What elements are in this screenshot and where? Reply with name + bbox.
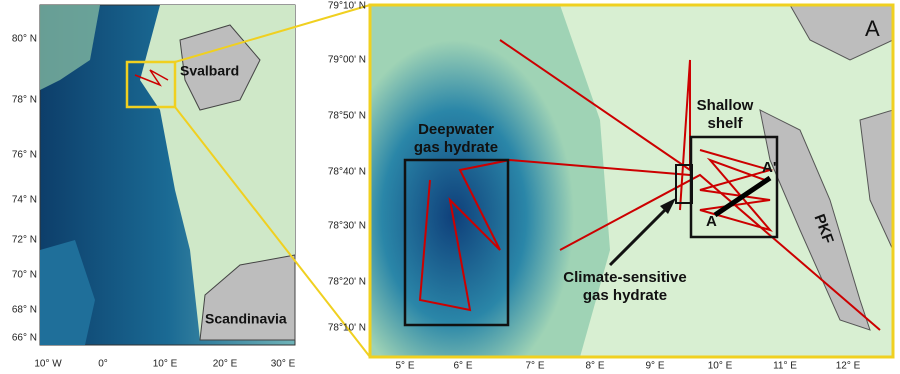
lat-label: 80° N [12, 34, 37, 45]
lat-label: 76° N [12, 150, 37, 161]
section-label: A [706, 213, 717, 230]
lon-label: 9° E [645, 361, 664, 372]
place-label: Svalbard [180, 63, 239, 79]
lat-label: 78°10' N [328, 323, 366, 334]
overview-map [39, 4, 296, 346]
annotation: Deepwater [418, 121, 494, 138]
lon-label: 10° E [153, 359, 178, 370]
lon-label: 10° E [708, 361, 733, 372]
lat-label: 78°20' N [328, 277, 366, 288]
lat-label: 78°30' N [328, 221, 366, 232]
lat-label: 79°10' N [328, 1, 366, 12]
detail-map [368, 3, 895, 359]
lon-label: 11° E [773, 361, 797, 372]
lat-label: 68° N [12, 305, 37, 316]
lat-label: 74° N [12, 195, 37, 206]
lat-label: 78°40' N [328, 167, 366, 178]
labels: 80° N 78° N 76° N 74° N 72° N 70° N 68° N 66° N… [12, 1, 880, 372]
section-label: A' [762, 159, 776, 176]
lon-label: 10° W [34, 359, 62, 370]
lon-label: 20° E [213, 359, 238, 370]
lat-label: 66° N [12, 333, 37, 344]
lon-label: 6° E [453, 361, 472, 372]
lon-label: 5° E [395, 361, 414, 372]
lat-label: 70° N [12, 270, 37, 281]
lon-label: 7° E [525, 361, 544, 372]
annotation: gas hydrate [414, 139, 498, 156]
lon-label: 0° [98, 359, 108, 370]
lon-label: 8° E [585, 361, 604, 372]
lat-label: 78° N [12, 95, 37, 106]
annotation: Shallow [697, 97, 754, 114]
panel-label: A [865, 16, 880, 41]
place-label: Scandinavia [205, 311, 287, 327]
annotation: gas hydrate [583, 287, 667, 304]
annotation: Climate-sensitive [563, 269, 686, 286]
annotation: shelf [707, 115, 743, 132]
lon-label: 12° E [836, 361, 861, 372]
lat-label: 79°00' N [328, 55, 366, 66]
lon-label: 30° E [271, 359, 296, 370]
lat-label: 78°50' N [328, 111, 366, 122]
lat-label: 72° N [12, 235, 37, 246]
